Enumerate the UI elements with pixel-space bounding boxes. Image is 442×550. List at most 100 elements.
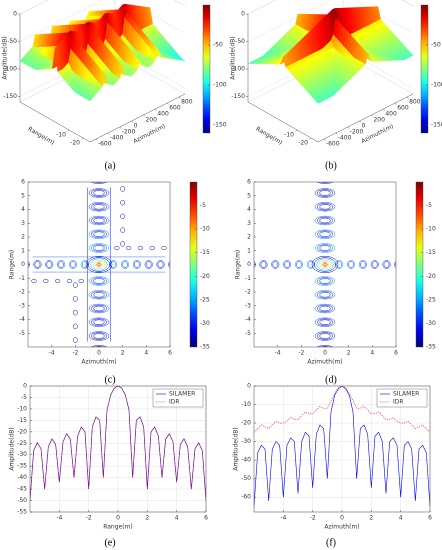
legend-label: IDR — [393, 399, 404, 406]
contour-line — [120, 199, 126, 206]
grid-line — [19, 0, 186, 42]
colorbar-tick-label: -5 — [426, 202, 432, 209]
contour-line — [33, 260, 42, 269]
y-tick-label: -5 — [245, 330, 251, 337]
x-tick-label: 0 — [362, 123, 366, 130]
contour-line — [318, 259, 332, 270]
contour-line — [90, 258, 108, 271]
y-tick-label: 0 — [21, 261, 25, 268]
contour-line — [88, 188, 110, 198]
contour-line — [91, 277, 107, 285]
contour-line — [91, 230, 107, 238]
y-axis-label: Range(m) — [235, 250, 242, 280]
y-tick — [309, 137, 312, 140]
x-tick-label: -2 — [310, 515, 316, 522]
y-axis — [247, 101, 319, 143]
contour-line — [72, 309, 78, 316]
contour-line — [259, 260, 268, 269]
contour-line — [311, 256, 339, 273]
colorbar — [420, 4, 429, 134]
contour-line — [134, 261, 140, 268]
contour-line — [272, 261, 279, 268]
contour-line — [88, 257, 110, 272]
x-tick-label: 600 — [169, 105, 181, 112]
x-tick-label: 0 — [340, 515, 344, 522]
contour-line — [46, 261, 53, 268]
contour-line — [383, 261, 390, 268]
legend-box — [376, 388, 428, 408]
x-axis-label: Azimuth(m) — [360, 123, 395, 145]
z-tick-label: -50 — [7, 38, 17, 45]
colorbar-tick-label: -35 — [200, 344, 210, 351]
x-tick — [406, 96, 409, 99]
contour-line — [395, 262, 396, 267]
x-tick-label: 200 — [373, 117, 385, 124]
contour-line — [322, 262, 328, 267]
y-tick — [81, 137, 84, 140]
y-tick-label: -55 — [17, 509, 27, 516]
contour-line — [314, 202, 336, 212]
contour-line — [317, 291, 333, 299]
y-tick-label: -10 — [284, 132, 294, 139]
x-tick-label: -4 — [56, 515, 62, 522]
contour-line — [93, 278, 105, 284]
legend-box — [152, 388, 204, 408]
contour-line — [370, 260, 379, 269]
colorbar — [189, 181, 198, 348]
contour-line — [93, 204, 105, 210]
z-axis-label: Amplitude(dB) — [230, 36, 237, 79]
contour-line — [88, 303, 110, 314]
colorbar-tick-label: -20 — [426, 273, 436, 280]
contour-line — [94, 177, 105, 182]
x-tick-label: -4 — [275, 350, 281, 357]
x-tick-label: -600 — [98, 141, 112, 148]
contour-line — [317, 304, 333, 313]
z-axis-label: Amplitude(dB) — [2, 36, 9, 79]
contour-line — [88, 215, 110, 226]
x-tick-label: 4 — [370, 350, 374, 357]
y-axis-label: Amplitude(dB) — [9, 427, 16, 470]
y-tick-label: 1 — [247, 247, 251, 254]
contour-line — [394, 260, 396, 269]
contour-line — [114, 246, 120, 250]
x-tick-label: -600 — [326, 141, 340, 148]
x-tick — [383, 108, 385, 111]
contour-line — [72, 337, 78, 343]
contour-line — [284, 261, 290, 268]
contour-line — [88, 229, 110, 239]
contour-line — [307, 261, 314, 268]
contour-line — [260, 261, 267, 268]
x-tick-label: 0 — [134, 123, 138, 130]
contour-line — [319, 231, 331, 237]
colorbar-tick-label: -15 — [200, 249, 210, 256]
y-tick-label: -10 — [56, 132, 66, 139]
y-tick-label: 2 — [247, 234, 251, 241]
contour-line — [93, 217, 105, 224]
contour-line — [88, 243, 110, 253]
contour-line — [161, 246, 167, 250]
contour-line — [346, 260, 356, 269]
contour-line — [93, 292, 105, 298]
contour-line — [91, 332, 107, 340]
y-tick-label: 5 — [21, 192, 25, 199]
x-tick-label: -2 — [298, 350, 304, 357]
y-tick-label: 3 — [21, 220, 25, 227]
x-tick-label: -400 — [110, 135, 124, 142]
contour-line — [319, 182, 331, 183]
surface-patch — [315, 99, 321, 104]
contour-line — [125, 246, 132, 250]
contour-line — [320, 177, 331, 182]
contour-line — [68, 260, 78, 269]
contour-line — [120, 260, 130, 269]
plot-area — [28, 182, 170, 347]
contour-line — [120, 186, 126, 192]
colorbar-tick-label: -35 — [426, 344, 436, 351]
panel-label: (a) — [104, 160, 115, 171]
y-axis — [19, 101, 91, 143]
contour-line — [319, 245, 331, 251]
contour-line — [93, 319, 105, 325]
x-tick-label: -200 — [122, 129, 136, 136]
x-tick-label: 6 — [204, 515, 208, 522]
colorbar — [202, 4, 211, 134]
